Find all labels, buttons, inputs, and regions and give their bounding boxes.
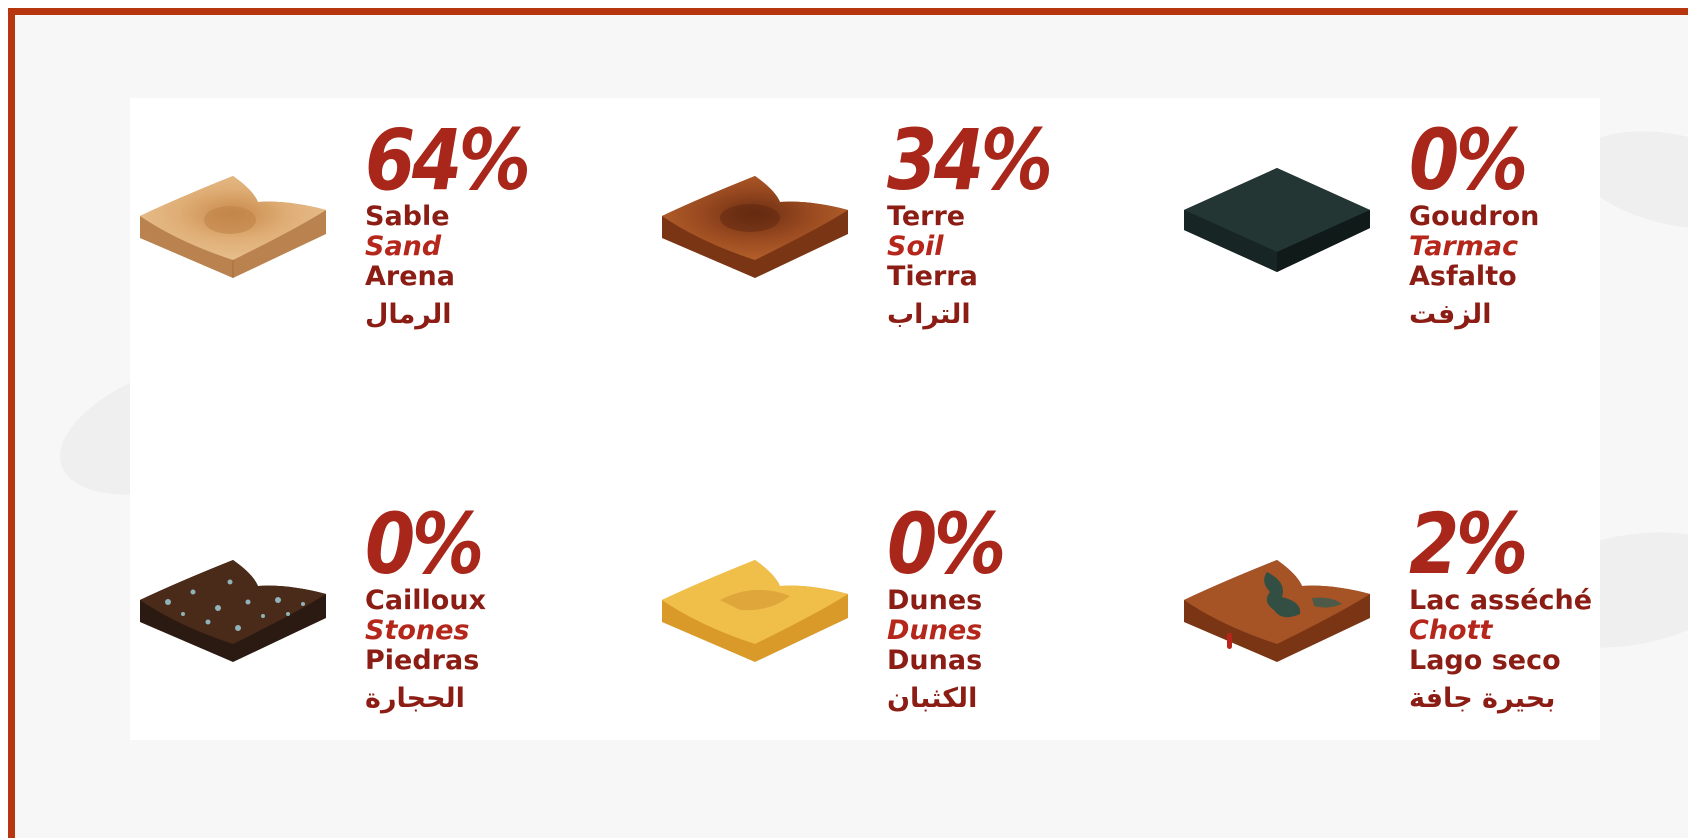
terrain-label-ar: الرمال — [365, 299, 452, 330]
terrain-label-es: Piedras — [365, 645, 480, 676]
terrain-label-en: Sand — [365, 231, 442, 262]
decorative-mark — [1227, 633, 1232, 649]
tarmac-tile-icon — [1184, 168, 1370, 272]
dry-lake-tile-icon — [1184, 560, 1370, 662]
terrain-label-fr: Sable — [365, 201, 450, 232]
terrain-label-fr: Terre — [887, 201, 966, 232]
terrain-percent: 64% — [365, 111, 531, 209]
terrain-item-dunes: 0% Dunes Dunes Dunas الكثبان — [652, 482, 1172, 732]
terrain-label-es: Arena — [365, 261, 455, 292]
sand-tile-icon — [140, 176, 326, 278]
stones-tile-icon — [140, 560, 326, 662]
terrain-label-fr: Cailloux — [365, 585, 486, 616]
terrain-label-en: Tarmac — [1409, 231, 1519, 262]
terrain-item-tarmac: 0% Goudron Tarmac Asfalto الزفت — [1174, 98, 1688, 348]
terrain-label-ar: بحيرة جافة — [1409, 683, 1556, 714]
terrain-label-fr: Goudron — [1409, 201, 1540, 232]
terrain-breakdown-panel: 64% Sable Sand Arena الرمال 34% Terre So… — [130, 98, 1600, 740]
terrain-percent: 0% — [1409, 111, 1528, 209]
terrain-label-en: Stones — [365, 615, 470, 646]
terrain-item-soil: 34% Terre Soil Tierra التراب — [652, 98, 1172, 348]
dunes-tile-icon — [662, 560, 848, 662]
terrain-label-es: Tierra — [887, 261, 978, 292]
terrain-item-sand: 64% Sable Sand Arena الرمال — [130, 98, 650, 348]
terrain-label-ar: الكثبان — [887, 683, 978, 714]
terrain-label-ar: التراب — [887, 299, 971, 330]
terrain-label-fr: Dunes — [887, 585, 983, 616]
soil-tile-icon — [662, 176, 848, 278]
terrain-percent: 0% — [365, 495, 484, 593]
terrain-label-ar: الحجارة — [365, 683, 465, 714]
terrain-label-es: Lago seco — [1409, 645, 1561, 676]
terrain-item-stones: 0% Cailloux Stones Piedras الحجارة — [130, 482, 650, 732]
terrain-label-es: Dunas — [887, 645, 983, 676]
terrain-percent: 0% — [887, 495, 1006, 593]
terrain-label-en: Chott — [1409, 615, 1493, 646]
terrain-label-en: Soil — [887, 231, 944, 262]
terrain-label-es: Asfalto — [1409, 261, 1517, 292]
terrain-percent: 34% — [887, 111, 1053, 209]
terrain-item-dry-lake: 2% Lac asséché Chott Lago seco بحيرة جاف… — [1174, 482, 1688, 732]
terrain-label-en: Dunes — [887, 615, 983, 646]
terrain-percent: 2% — [1409, 495, 1528, 593]
terrain-label-ar: الزفت — [1409, 299, 1492, 330]
terrain-label-fr: Lac asséché — [1409, 585, 1593, 616]
